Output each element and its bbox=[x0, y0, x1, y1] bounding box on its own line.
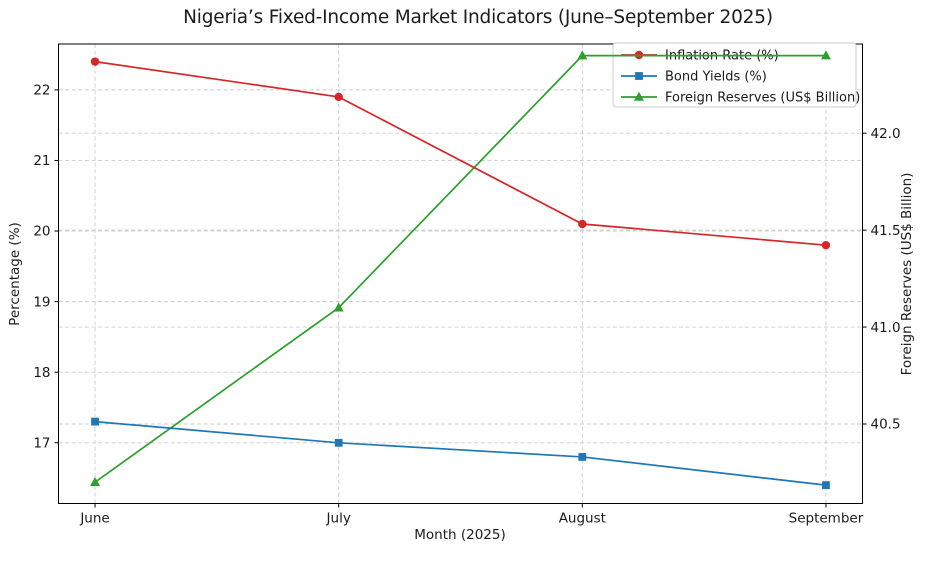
series-line-inflation-rate bbox=[94, 60, 827, 247]
axes-frame bbox=[58, 43, 863, 504]
series-point-foreign-reserves-us-billion-june bbox=[90, 476, 101, 486]
chart-title: Nigeria’s Fixed-Income Market Indicators… bbox=[183, 7, 773, 28]
left-axis-label: Percentage (%) bbox=[7, 222, 23, 326]
legend-label-foreign-reserves-us-billion: Foreign Reserves (US$ Billion) bbox=[665, 91, 860, 106]
legend-marker-bond-yields bbox=[635, 72, 643, 80]
legend-box bbox=[612, 42, 857, 108]
series-point-bond-yields-september bbox=[822, 481, 830, 490]
left-tick-label-21: 21 bbox=[33, 153, 50, 169]
x-tick-label-june: June bbox=[79, 511, 109, 527]
series-point-foreign-reserves-us-billion-july bbox=[333, 302, 344, 312]
series-point-bond-yields-august bbox=[578, 453, 587, 461]
x-tick-label-september: September bbox=[789, 511, 864, 527]
series-point-inflation-rate-july bbox=[334, 92, 343, 102]
series-point-bond-yields-july bbox=[334, 438, 343, 447]
series-point-foreign-reserves-us-billion-september bbox=[820, 50, 831, 60]
x-tick-label-august: August bbox=[559, 511, 606, 527]
right-tick-label-40.5: 40.5 bbox=[871, 417, 901, 433]
series-point-foreign-reserves-us-billion-august bbox=[577, 50, 588, 60]
right-tick-label-41.0: 41.0 bbox=[871, 320, 901, 336]
right-axis-label: Foreign Reserves (US$ Billion) bbox=[899, 172, 915, 376]
series-point-inflation-rate-august bbox=[578, 219, 587, 229]
left-tick-label-22: 22 bbox=[33, 83, 50, 99]
legend-marker-foreign-reserves-us-billion bbox=[634, 91, 644, 101]
series-line-bond-yields bbox=[94, 420, 827, 486]
series-point-inflation-rate-june bbox=[90, 57, 100, 66]
series-point-inflation-rate-september bbox=[821, 240, 831, 250]
left-tick-label-20: 20 bbox=[33, 224, 50, 240]
legend-label-bond-yields: Bond Yields (%) bbox=[665, 70, 767, 85]
right-tick-label-41.5: 41.5 bbox=[871, 223, 901, 239]
x-tick-label-july: July bbox=[326, 511, 351, 527]
left-tick-label-18: 18 bbox=[33, 365, 50, 381]
series-point-bond-yields-june bbox=[91, 417, 99, 426]
right-tick-label-42.0: 42.0 bbox=[871, 126, 901, 142]
x-axis-label: Month (2025) bbox=[414, 527, 506, 543]
left-tick-label-17: 17 bbox=[33, 435, 50, 451]
series-line-foreign-reserves-us-billion bbox=[94, 54, 826, 483]
left-tick-label-19: 19 bbox=[33, 294, 50, 310]
